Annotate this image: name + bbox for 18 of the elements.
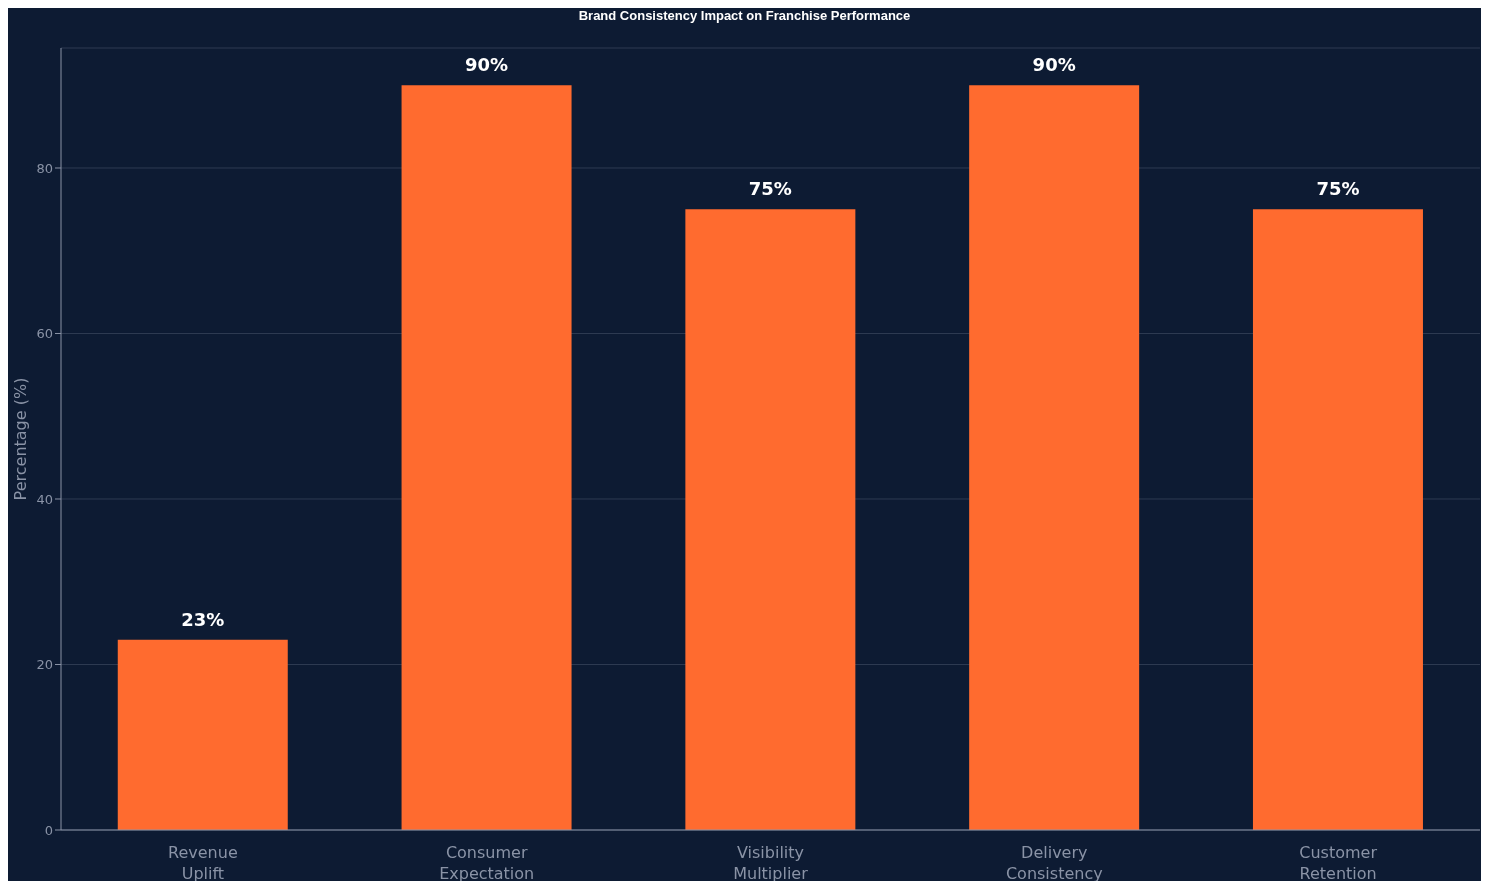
- data-label: 90%: [1032, 54, 1076, 76]
- y-tick-label: 40: [36, 491, 53, 507]
- y-tick-label: 60: [36, 326, 53, 342]
- bar: [117, 639, 288, 830]
- y-tick-label: 0: [44, 822, 53, 838]
- y-axis-title: Percentage (%): [10, 377, 30, 501]
- bar: [1252, 209, 1423, 830]
- y-tick-label: 20: [36, 657, 53, 673]
- bar: [401, 85, 572, 830]
- data-label: 75%: [1316, 178, 1360, 200]
- data-label: 90%: [465, 54, 509, 76]
- bar: [685, 209, 856, 830]
- y-tick-label: 80: [36, 160, 53, 176]
- data-label: 75%: [748, 178, 792, 200]
- data-label: 23%: [181, 608, 225, 630]
- x-tick-label: Customer Retention: [1299, 843, 1378, 883]
- bar: [969, 85, 1140, 830]
- chart-title: Brand Consistency Impact on Franchise Performance: [577, 8, 912, 25]
